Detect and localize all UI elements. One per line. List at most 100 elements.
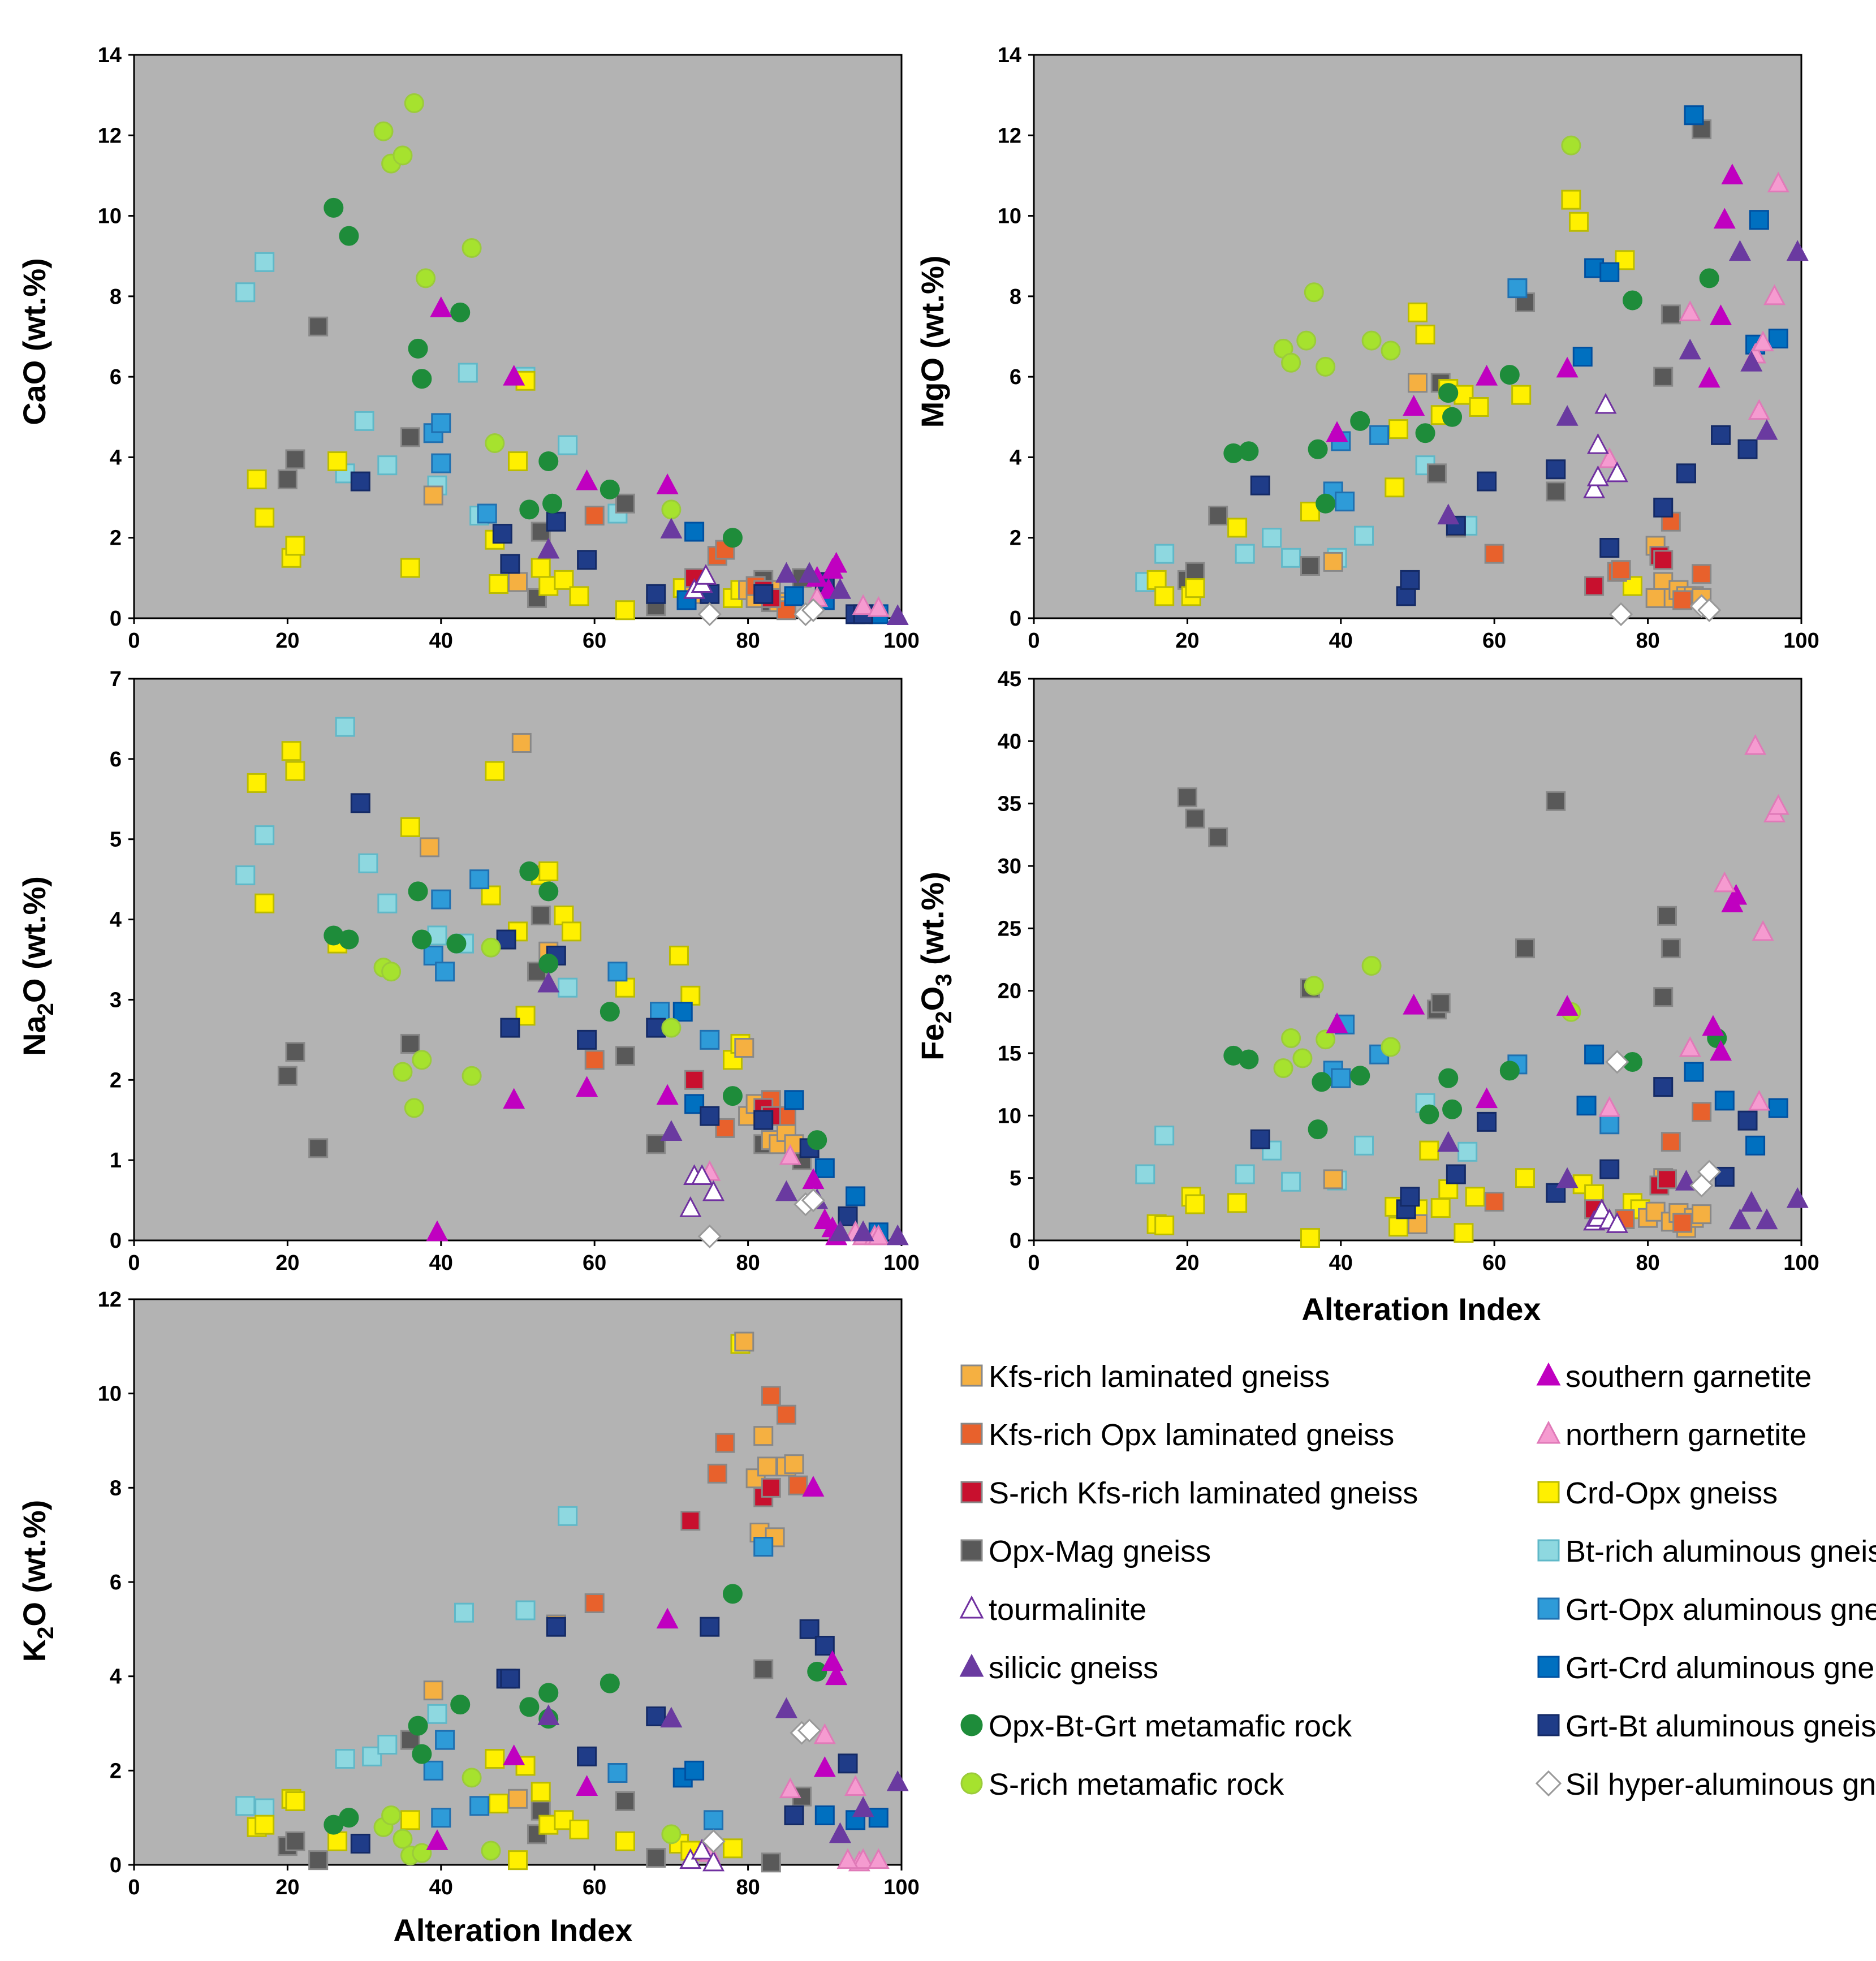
data-point-crd-opx — [1415, 324, 1435, 344]
x-tick-label: 80 — [736, 629, 760, 653]
data-point-s-mafic — [1361, 330, 1382, 351]
data-point-opx-bt-grt — [519, 499, 540, 520]
data-point-opx-mag — [615, 1791, 635, 1811]
plot-area — [1033, 678, 1802, 1242]
legend-marker — [960, 1481, 983, 1503]
data-point-crd-opx — [569, 586, 589, 606]
data-point-bt-al — [235, 865, 256, 886]
data-point-opx-mag — [615, 493, 635, 514]
x-axis-label-fe2o3: Alteration Index — [1301, 1291, 1541, 1327]
data-point-grt-bt — [838, 1753, 858, 1774]
legend-marker-bt-al — [1537, 1539, 1560, 1562]
data-point-silicic — [1756, 419, 1778, 440]
data-point-grt-bt — [577, 1029, 597, 1050]
legend-marker-grt-bt — [1537, 1714, 1560, 1736]
legend-label: Sil hyper-aluminous gneiss — [1566, 1768, 1876, 1801]
data-point-kfs-opx — [715, 1433, 735, 1453]
x-tick-label: 0 — [1028, 1251, 1040, 1275]
y-tick-label: 4 — [110, 908, 122, 932]
y-tick-label: 30 — [998, 855, 1021, 878]
data-point-opx-bt-grt — [339, 226, 359, 246]
data-point-crd-opx — [1622, 576, 1642, 596]
legend-entry: S-rich metamafic rock — [960, 1768, 1284, 1801]
data-point-grt-bt — [577, 550, 597, 570]
data-point-grt-bt — [753, 1110, 774, 1130]
legend-entry: Opx-Bt-Grt metamafic rock — [960, 1709, 1352, 1743]
data-point-grt-opx — [435, 962, 455, 982]
data-point-grt-bt — [1737, 1110, 1758, 1131]
data-point-bt-al — [358, 853, 378, 873]
data-point-tourm — [1594, 393, 1617, 414]
y-tick-label: 5 — [110, 828, 122, 852]
data-point-s-garn — [1713, 208, 1736, 229]
plot-area — [133, 1298, 903, 1866]
y-tick-label: 14 — [98, 44, 122, 67]
data-point-n-garn — [844, 1775, 867, 1796]
data-point-grt-bt — [546, 1617, 566, 1637]
data-point-opx-bt-grt — [1239, 441, 1259, 462]
legend-marker-s-garn — [1536, 1362, 1561, 1386]
data-point-grt-bt — [492, 524, 512, 544]
y-tick-label: 6 — [1010, 365, 1021, 389]
legend-marker-grt-opx — [1537, 1597, 1560, 1620]
legend-label: S-rich metamafic rock — [989, 1768, 1284, 1801]
data-point-opx-mag — [1653, 367, 1674, 387]
data-point-s-garn — [576, 1076, 598, 1097]
data-point-bt-al — [354, 411, 374, 431]
data-point-grt-crd — [1572, 347, 1593, 367]
plot-area — [133, 54, 903, 619]
legend-entry: Kfs-rich Opx laminated gneiss — [960, 1418, 1394, 1452]
data-point-opx-mag — [1185, 808, 1205, 829]
data-point-tourm — [1586, 465, 1609, 486]
legend-entry: Grt-Opx aluminous gneiss — [1537, 1593, 1876, 1627]
data-point-n-garn — [1679, 300, 1701, 321]
legend-marker — [1535, 1770, 1562, 1797]
data-point-grt-crd — [1599, 262, 1620, 282]
data-point-s-mafic — [393, 1062, 413, 1082]
data-point-opx-mag — [277, 1066, 297, 1086]
data-point-n-garn — [1748, 1089, 1770, 1111]
legend-entry: S-rich Kfs-rich laminated gneiss — [960, 1476, 1418, 1510]
data-point-s-mafic — [1561, 135, 1581, 156]
legend-column-left: Kfs-rich laminated gneiss Kfs-rich Opx l… — [959, 1360, 1418, 1801]
x-tick-label: 40 — [429, 1876, 453, 1899]
x-tick-label: 60 — [583, 1251, 606, 1275]
data-point-bt-al — [377, 1735, 398, 1755]
data-point-crd-opx — [327, 451, 348, 472]
data-point-s-garn — [426, 1829, 448, 1850]
data-point-s-mafic — [1281, 1028, 1301, 1049]
data-point-grt-crd — [1684, 1062, 1704, 1082]
data-point-opx-bt-grt — [538, 954, 559, 974]
data-point-opx-bt-grt — [807, 1130, 827, 1150]
data-point-s-mafic — [1381, 1037, 1401, 1057]
data-point-grt-bt — [350, 471, 370, 492]
y-axis-label-k2o: K2O (wt.%) — [16, 1500, 58, 1662]
data-point-sil — [1608, 602, 1633, 627]
data-point-s-garn — [802, 1168, 825, 1189]
data-point-s-garn — [1326, 421, 1348, 442]
data-point-tourm — [691, 1164, 713, 1186]
data-point-silicic — [1679, 338, 1701, 360]
legend-column-right: southern garnetite northern garnetite Cr… — [1535, 1360, 1876, 1801]
x-tick-label: 0 — [1028, 629, 1040, 653]
y-tick-label: 1 — [110, 1149, 122, 1173]
data-point-bt-al — [558, 435, 578, 455]
legend-marker-sil — [1535, 1770, 1562, 1797]
x-tick-label: 40 — [429, 629, 453, 653]
legend-entry: Sil hyper-aluminous gneiss — [1535, 1768, 1876, 1801]
data-point-kfs-opx — [707, 1463, 727, 1484]
data-point-grt-opx — [431, 1808, 451, 1828]
data-point-kfs-lam — [423, 485, 443, 506]
data-point-s-mafic — [381, 962, 402, 982]
data-point-kfs-lam — [734, 1331, 754, 1352]
data-point-silicic — [886, 1770, 909, 1791]
x-tick-label: 40 — [429, 1251, 453, 1275]
y-tick-label: 3 — [110, 988, 122, 1012]
data-point-crd-opx — [722, 1838, 743, 1859]
data-point-s-kfs — [680, 1511, 701, 1531]
data-point-opx-bt-grt — [1350, 411, 1370, 431]
data-point-grt-crd — [676, 590, 697, 610]
legend-label: Grt-Crd aluminous gneiss — [1566, 1651, 1876, 1685]
legend-label: Opx-Bt-Grt metamafic rock — [989, 1709, 1352, 1743]
data-point-silicic — [1437, 1131, 1460, 1152]
